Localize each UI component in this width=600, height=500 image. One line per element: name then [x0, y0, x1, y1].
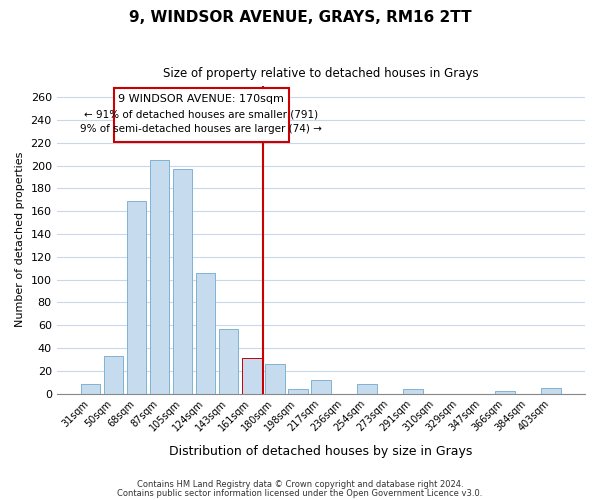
Bar — [242, 358, 262, 394]
Bar — [113, 88, 289, 142]
Bar — [288, 389, 308, 394]
Bar — [496, 392, 515, 394]
Bar — [173, 169, 193, 394]
Bar — [196, 273, 215, 394]
Text: 9% of semi-detached houses are larger (74) →: 9% of semi-detached houses are larger (7… — [80, 124, 322, 134]
X-axis label: Distribution of detached houses by size in Grays: Distribution of detached houses by size … — [169, 444, 473, 458]
Title: Size of property relative to detached houses in Grays: Size of property relative to detached ho… — [163, 68, 479, 80]
Text: 9 WINDSOR AVENUE: 170sqm: 9 WINDSOR AVENUE: 170sqm — [118, 94, 284, 104]
Text: ← 91% of detached houses are smaller (791): ← 91% of detached houses are smaller (79… — [84, 109, 318, 119]
Bar — [403, 389, 423, 394]
Bar — [357, 384, 377, 394]
Bar — [127, 201, 146, 394]
Bar — [311, 380, 331, 394]
Bar — [80, 384, 100, 394]
Text: Contains public sector information licensed under the Open Government Licence v3: Contains public sector information licen… — [118, 488, 482, 498]
Bar — [265, 364, 284, 394]
Text: 9, WINDSOR AVENUE, GRAYS, RM16 2TT: 9, WINDSOR AVENUE, GRAYS, RM16 2TT — [128, 10, 472, 25]
Text: Contains HM Land Registry data © Crown copyright and database right 2024.: Contains HM Land Registry data © Crown c… — [137, 480, 463, 489]
Bar — [219, 328, 238, 394]
Bar — [541, 388, 561, 394]
Y-axis label: Number of detached properties: Number of detached properties — [15, 152, 25, 328]
Bar — [104, 356, 123, 394]
Bar — [150, 160, 169, 394]
